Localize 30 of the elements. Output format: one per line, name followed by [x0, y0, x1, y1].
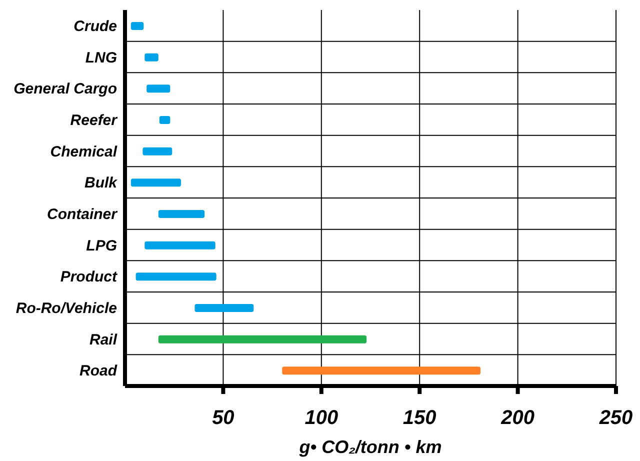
y-tick-label: Road: [80, 362, 118, 380]
bar: [144, 53, 158, 62]
bar: [130, 22, 144, 30]
y-tick-label: LPG: [86, 237, 118, 254]
x-tick-label: 100: [304, 407, 338, 430]
bar: [159, 116, 170, 124]
x-tick-label: 50: [212, 407, 234, 430]
x-tick-label: 200: [500, 407, 534, 430]
y-tick-label: LNG: [85, 49, 118, 66]
bar: [146, 84, 170, 93]
y-tick-label: Product: [60, 268, 118, 286]
y-tick-label: Rail: [89, 331, 118, 348]
y-tick-label: Crude: [74, 18, 117, 35]
y-tick-label: Reefer: [70, 112, 118, 129]
y-tick-label: Ro-Ro/Vehicle: [16, 300, 117, 317]
bar: [282, 366, 480, 375]
bar: [136, 272, 216, 281]
x-tick-label: 250: [598, 407, 633, 430]
y-tick-label: Chemical: [50, 143, 118, 160]
bar: [144, 241, 216, 250]
bar: [158, 335, 367, 344]
y-tick-label: Container: [46, 206, 118, 223]
bar: [194, 304, 254, 312]
x-axis-title: g• CO₂/tonn • km: [298, 437, 442, 457]
x-tick-label: 150: [402, 407, 436, 430]
y-tick-label: Bulk: [84, 174, 118, 192]
bar: [158, 210, 205, 218]
bar: [142, 147, 172, 156]
bar: [130, 178, 181, 187]
y-tick-label: General Cargo: [14, 80, 117, 98]
